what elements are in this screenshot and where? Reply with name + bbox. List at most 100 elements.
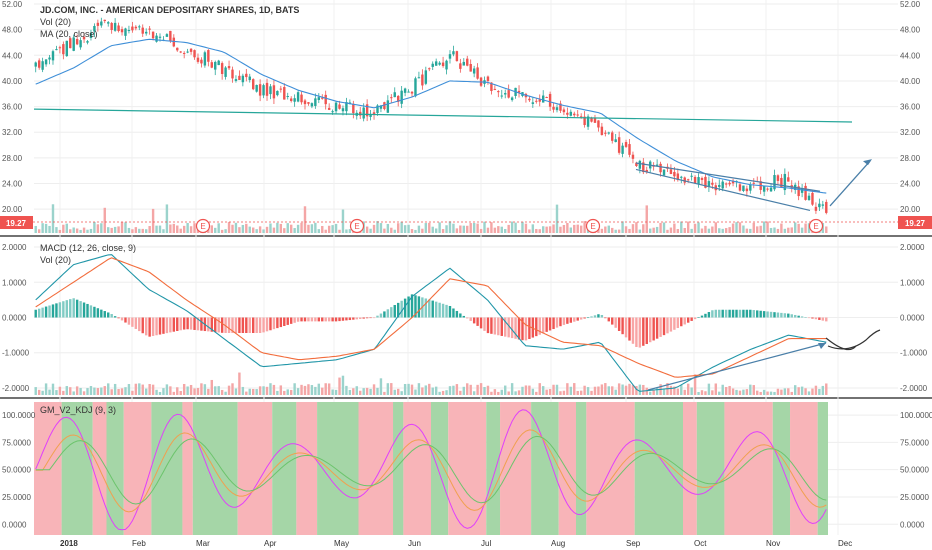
macd-histogram-bar <box>207 317 210 332</box>
kdj-band <box>817 402 828 535</box>
volume-bar <box>390 383 393 395</box>
volume-bar <box>314 386 317 395</box>
date-label: Mar <box>196 539 210 548</box>
volume-bar <box>597 386 600 395</box>
macd-histogram-bar <box>338 317 341 322</box>
volume-bar <box>203 384 207 395</box>
volume-bar <box>248 388 251 395</box>
candle-body <box>390 97 393 99</box>
macd-histogram-bar <box>403 298 407 318</box>
candle-body <box>448 54 452 59</box>
volume-bar <box>490 391 493 395</box>
candle-body <box>341 108 345 112</box>
volume-bar <box>721 228 724 233</box>
macd-histogram-bar <box>310 317 314 322</box>
candle-body <box>434 61 438 66</box>
macd-histogram-bar <box>148 317 151 337</box>
macd-histogram-bar <box>693 317 697 320</box>
volume-bar <box>338 229 341 233</box>
kdj-band <box>61 402 93 535</box>
volume-bar <box>434 228 438 233</box>
macd-histogram-bar <box>300 317 303 322</box>
macd-histogram-bar <box>787 313 790 318</box>
macd-histogram <box>34 294 828 348</box>
candle-body <box>642 162 645 173</box>
volume-bar <box>182 225 186 233</box>
volume-bar <box>258 386 262 395</box>
macd-histogram-bar <box>745 309 749 318</box>
volume-bar <box>604 383 607 395</box>
volume-bar <box>652 390 655 395</box>
volume-bar <box>483 221 486 233</box>
macd-histogram-bar <box>476 317 479 326</box>
candle-body <box>617 137 621 153</box>
volume-bar <box>176 387 179 395</box>
volume-bar <box>182 383 186 395</box>
volume-bar <box>514 222 517 233</box>
macd-divergence-line <box>647 342 827 391</box>
volume-bar <box>569 227 573 233</box>
candle-body <box>493 88 497 90</box>
macd-histogram-bar <box>193 317 196 330</box>
earnings-marker[interactable]: E <box>585 218 601 234</box>
candle-body <box>821 204 825 206</box>
volume-bar <box>279 223 283 233</box>
volume-bar <box>552 224 555 233</box>
volume-bar <box>217 386 220 395</box>
volume-bar <box>303 206 307 233</box>
volume-bar <box>614 389 617 395</box>
macd-histogram-bar <box>590 316 593 318</box>
volume-bar <box>486 227 490 233</box>
candle-body <box>334 102 338 112</box>
y-tick-label-right: 0.0000 <box>900 520 925 529</box>
volume-bar <box>407 224 410 233</box>
volume-bar <box>628 383 631 395</box>
volume-bar <box>555 204 559 233</box>
volume-bar <box>310 385 314 395</box>
volume-bar <box>576 390 579 395</box>
candle-body <box>673 171 676 177</box>
volume-bar <box>214 227 217 233</box>
candle-body <box>307 102 310 104</box>
earnings-marker[interactable]: E <box>195 218 211 234</box>
volume-bar <box>245 391 248 395</box>
candle-body <box>621 145 624 154</box>
volume-bar <box>469 223 472 233</box>
volume-bar <box>728 385 731 395</box>
earnings-marker[interactable]: E <box>349 218 365 234</box>
macd-histogram-bar <box>469 317 472 321</box>
macd-histogram-bar <box>631 317 635 344</box>
macd-histogram-bar <box>151 317 155 336</box>
volume-bar <box>262 386 265 395</box>
candle-body <box>804 185 807 200</box>
candle-body <box>711 182 714 185</box>
earnings-marker[interactable]: E <box>808 218 824 234</box>
candle-body <box>289 98 293 101</box>
last-price-badge-left: 19.27 <box>0 216 33 229</box>
macd-histogram-bar <box>593 315 597 318</box>
y-tick-label-right: 24.00 <box>900 180 921 189</box>
macd-histogram-bar <box>214 317 217 333</box>
y-tick-label-left: 24.00 <box>2 180 23 189</box>
macd-histogram-bar <box>645 317 648 345</box>
volume-bar <box>417 383 421 395</box>
volume-bar <box>327 383 331 395</box>
date-axis[interactable]: 2018 Feb Mar Apr May Jun Jul Aug Sep Oct… <box>60 539 852 548</box>
candle-body <box>131 26 134 31</box>
macd-histogram-bar <box>756 310 759 318</box>
macd-histogram-bar <box>327 317 331 322</box>
macd-histogram-bar <box>728 309 731 318</box>
macd-histogram-bar <box>407 296 410 318</box>
macd-histogram-bar <box>37 308 41 318</box>
volume-bar <box>535 228 538 233</box>
macd-histogram-bar <box>718 309 721 318</box>
y-tick-label-right: 50.0000 <box>900 466 929 475</box>
volume-bar <box>711 390 714 395</box>
volume-bar <box>272 384 276 395</box>
candle-body <box>573 113 576 116</box>
y-tick-label-left: 48.00 <box>2 26 23 35</box>
d-line <box>35 435 827 505</box>
y-tick-label-left: 20.00 <box>2 205 23 214</box>
candle-body <box>752 182 755 184</box>
